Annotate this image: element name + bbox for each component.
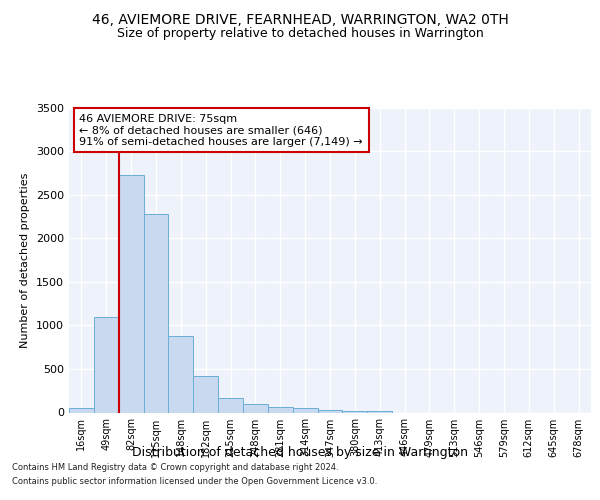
Text: Contains public sector information licensed under the Open Government Licence v3: Contains public sector information licen…: [12, 477, 377, 486]
Y-axis label: Number of detached properties: Number of detached properties: [20, 172, 31, 348]
Bar: [143, 214, 169, 412]
Bar: [119, 174, 143, 412]
Bar: [243, 404, 268, 412]
Bar: [293, 408, 317, 412]
Bar: [343, 411, 367, 412]
Text: 46, AVIEMORE DRIVE, FEARNHEAD, WARRINGTON, WA2 0TH: 46, AVIEMORE DRIVE, FEARNHEAD, WARRINGTO…: [92, 12, 508, 26]
Bar: [193, 376, 218, 412]
Bar: [268, 407, 293, 412]
Bar: [367, 411, 392, 412]
Bar: [218, 398, 243, 412]
Text: Distribution of detached houses by size in Warrington: Distribution of detached houses by size …: [132, 446, 468, 459]
Bar: [69, 408, 94, 412]
Bar: [94, 316, 119, 412]
Text: Size of property relative to detached houses in Warrington: Size of property relative to detached ho…: [116, 28, 484, 40]
Text: Contains HM Land Registry data © Crown copyright and database right 2024.: Contains HM Land Registry data © Crown c…: [12, 464, 338, 472]
Bar: [169, 336, 193, 412]
Text: 46 AVIEMORE DRIVE: 75sqm
← 8% of detached houses are smaller (646)
91% of semi-d: 46 AVIEMORE DRIVE: 75sqm ← 8% of detache…: [79, 114, 363, 147]
Bar: [317, 410, 343, 412]
